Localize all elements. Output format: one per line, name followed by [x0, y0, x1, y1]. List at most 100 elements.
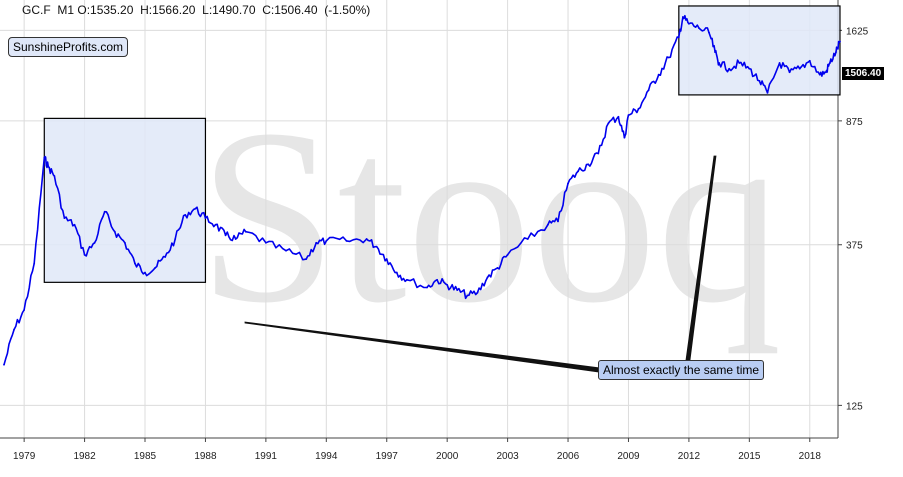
price-point [829, 62, 831, 64]
price-point [597, 152, 600, 155]
price-point [708, 31, 710, 34]
price-point [234, 238, 237, 240]
price-point [405, 278, 408, 281]
x-tick-label: 2009 [617, 451, 640, 462]
price-point [698, 27, 700, 30]
price-point [546, 223, 549, 226]
price-point [103, 210, 106, 213]
price-point [426, 286, 428, 289]
price-point [835, 51, 837, 54]
open-value: O:1535.20 [77, 3, 134, 17]
price-point [244, 230, 247, 233]
price-point [738, 62, 741, 64]
price-point [134, 262, 136, 265]
price-point [798, 67, 801, 70]
price-point [123, 241, 126, 244]
price-point [345, 240, 348, 242]
x-tick-label: 2012 [678, 451, 701, 462]
price-point [607, 122, 610, 125]
price-point [714, 51, 716, 54]
price-point [23, 309, 26, 311]
price-point [557, 220, 559, 223]
y-tick-label: 125 [846, 401, 863, 412]
price-point [395, 271, 398, 274]
price-point [466, 294, 469, 297]
price-point [144, 271, 146, 274]
low-value: L:1490.70 [202, 3, 256, 17]
price-point [647, 89, 650, 91]
price-point [637, 107, 640, 110]
price-point [577, 170, 580, 173]
price-point [285, 249, 287, 252]
price-point [204, 217, 207, 219]
price-point [93, 241, 96, 244]
price-point [33, 262, 36, 265]
x-tick-label: 1991 [255, 451, 278, 462]
price-point [748, 67, 751, 70]
x-tick-label: 2000 [436, 451, 459, 462]
price-point [824, 71, 827, 74]
price-point [43, 156, 46, 159]
symbol-label: GC.F [22, 3, 51, 17]
price-point [53, 175, 56, 177]
price-point [436, 278, 439, 281]
price-point [365, 238, 368, 240]
price-point [667, 56, 670, 59]
x-tick-label: 2015 [738, 451, 761, 462]
price-point [688, 22, 690, 25]
price-point [113, 230, 116, 233]
price-point [617, 115, 620, 118]
price-point [63, 217, 66, 219]
price-point [446, 283, 449, 286]
x-tick-label: 1985 [134, 451, 157, 462]
x-tick-label: 2006 [557, 451, 580, 462]
interval-label: M1 [57, 3, 75, 17]
x-tick-label: 2018 [799, 451, 822, 462]
price-point [184, 213, 187, 216]
close-value: C:1506.40 [262, 3, 318, 17]
price-point [681, 16, 684, 18]
price-point [194, 207, 197, 210]
price-point [677, 36, 680, 39]
price-point [375, 245, 378, 248]
price-point [174, 238, 177, 240]
price-point [839, 40, 841, 43]
stooq-watermark: Stooq [198, 78, 782, 355]
price-point [305, 258, 308, 260]
price-point [718, 62, 721, 64]
price-point [214, 223, 217, 226]
price-point [315, 241, 318, 244]
price-point [766, 91, 769, 94]
price-point [758, 80, 761, 82]
price-point [496, 267, 499, 269]
change-value: (-1.50%) [324, 3, 371, 17]
price-point [657, 73, 660, 76]
price-point [73, 223, 76, 226]
price-point [224, 234, 227, 237]
highlight-box-1 [43, 117, 207, 283]
price-point [325, 240, 328, 242]
price-point [83, 253, 86, 256]
price-point [164, 256, 167, 258]
price-point [486, 276, 489, 279]
y-tick-label: 1625 [846, 26, 869, 37]
ohlc-header: GC.F M1 O:1535.20 H:1566.20 L:1490.70 C:… [22, 3, 370, 17]
x-tick-label: 1997 [376, 451, 399, 462]
y-tick-label: 375 [846, 241, 863, 252]
price-point [623, 136, 626, 139]
price-series-line[interactable] [3, 14, 841, 366]
price-point [47, 165, 50, 168]
price-point [264, 241, 267, 244]
brand-badge: SunshineProfits.com [8, 37, 129, 57]
price-point [456, 289, 459, 291]
annotation-callout: Almost exactly the same time [598, 360, 765, 380]
price-point [818, 73, 821, 76]
x-tick-label: 1988 [194, 451, 217, 462]
price-point [788, 71, 791, 74]
price-point [506, 253, 509, 256]
x-tick-label: 1982 [73, 451, 96, 462]
y-tick-label: 875 [846, 117, 863, 128]
price-point [385, 258, 388, 260]
